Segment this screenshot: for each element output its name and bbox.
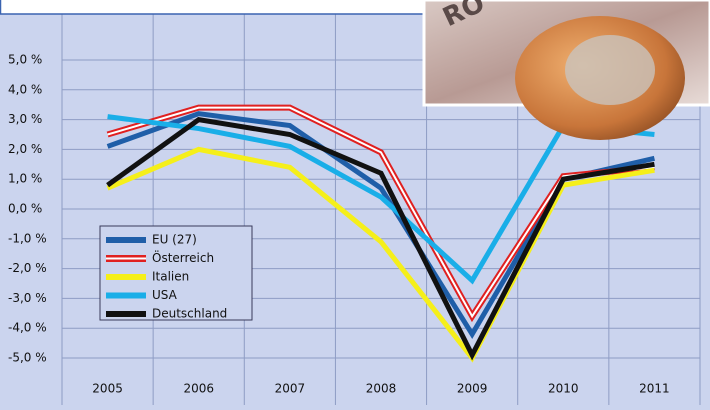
legend-label: Österreich	[152, 249, 214, 265]
y-tick-label: -3,0 %	[8, 291, 47, 305]
x-tick-label: 2009	[457, 382, 488, 396]
x-tick-label: 2006	[183, 382, 214, 396]
series-line-core	[107, 106, 655, 319]
y-tick-label: -2,0 %	[8, 261, 47, 275]
x-tick-label: 2008	[366, 382, 397, 396]
y-tick-label: 0,0 %	[8, 202, 42, 216]
x-tick-label: 2005	[92, 382, 123, 396]
y-tick-label: -4,0 %	[8, 321, 47, 335]
y-tick-label: 5,0 %	[8, 53, 42, 67]
y-tick-label: -5,0 %	[8, 351, 47, 365]
x-tick-label: 2011	[639, 382, 670, 396]
y-tick-label: 2,0 %	[8, 142, 42, 156]
legend-label: EU (27)	[152, 233, 197, 247]
y-tick-label: 4,0 %	[8, 82, 42, 96]
title-box	[0, 0, 434, 15]
legend-label: Deutschland	[152, 307, 227, 321]
legend-label: USA	[152, 288, 178, 302]
y-tick-label: -1,0 %	[8, 231, 47, 245]
photo: RO	[422, 0, 710, 140]
legend-label: Italien	[152, 270, 189, 284]
series-line	[106, 146, 655, 363]
y-tick-label: 1,0 %	[8, 172, 42, 186]
x-tick-label: 2007	[275, 382, 306, 396]
x-tick-label: 2010	[548, 382, 579, 396]
series-line	[106, 116, 655, 361]
y-tick-label: 3,0 %	[8, 112, 42, 126]
plot-area: -5,0 % -4,0 % -3,0 % -2,0 % -1,0 % 0,0 % 1,0 %…	[8, 0, 701, 405]
legend: EU (27) Österreich Italien USA Deutschland	[99, 225, 253, 321]
